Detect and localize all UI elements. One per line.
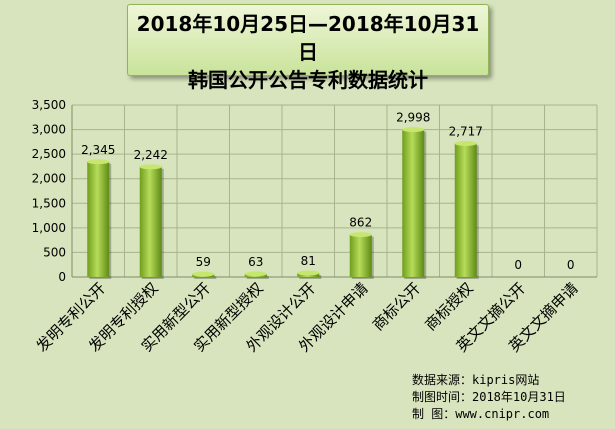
bar-shadow	[246, 275, 269, 279]
bar-cap	[297, 270, 320, 276]
data-label: 81	[301, 254, 316, 268]
bar-shadow	[299, 275, 322, 279]
data-label: 0	[514, 258, 522, 272]
bar-cap	[139, 164, 162, 170]
y-tick-label: 2,000	[32, 172, 66, 186]
bar	[87, 161, 110, 277]
x-tick-labels: 发明专利公开发明专利授权实用新型公开实用新型授权外观设计公开外观设计申请商标公开…	[33, 279, 582, 355]
y-tick-label: 3,500	[32, 98, 66, 112]
x-tick-label: 商标公开	[369, 279, 424, 334]
bar-cap	[402, 127, 425, 133]
bar	[139, 166, 162, 277]
data-label: 2,345	[81, 143, 115, 157]
data-label: 862	[349, 216, 372, 230]
y-tick-label: 0	[58, 270, 66, 284]
data-label: 0	[567, 258, 575, 272]
source-note: 数据来源：kipris网站 制图时间：2018年10月31日 制 图：www.c…	[412, 372, 612, 428]
bar	[402, 129, 425, 277]
bar-cap	[349, 232, 372, 238]
bar-shadow	[194, 276, 217, 279]
source-line-date: 制图时间：2018年10月31日	[412, 390, 566, 404]
source-line-author: 制 图：www.cnipr.com	[412, 407, 550, 421]
data-label: 63	[248, 255, 263, 269]
data-label: 2,242	[134, 148, 168, 162]
bar-cap	[244, 271, 267, 277]
y-tick-label: 3,000	[32, 123, 66, 137]
bar	[454, 143, 477, 277]
y-tick-labels: 0 500 1,000 1,500 2,000 2,500 3,000 3,500	[32, 98, 66, 284]
source-line-data: 数据来源：kipris网站	[412, 373, 540, 387]
bar	[349, 234, 372, 277]
data-label: 59	[196, 255, 211, 269]
bar-cap	[87, 159, 110, 165]
value-labels: 2,345 2,242 59 63 81 862 2,998 2,717 0 0	[81, 111, 575, 272]
y-tick-label: 500	[43, 245, 66, 259]
chart-title: 2018年10月25日—2018年10月31日 韩国公开公告专利数据统计	[127, 4, 489, 92]
data-label: 2,998	[396, 111, 430, 125]
y-tick-label: 2,500	[32, 147, 66, 161]
gridlines	[71, 104, 598, 278]
y-tick-label: 1,000	[32, 221, 66, 235]
bars	[87, 127, 479, 279]
title-line-subject: 韩国公开公告专利数据统计	[188, 68, 428, 92]
y-tick-label: 1,500	[32, 196, 66, 210]
bar-cap	[454, 140, 477, 146]
bar-cap	[192, 271, 215, 277]
data-label: 2,717	[449, 124, 483, 138]
title-line-date-range: 2018年10月25日—2018年10月31日	[136, 12, 480, 64]
